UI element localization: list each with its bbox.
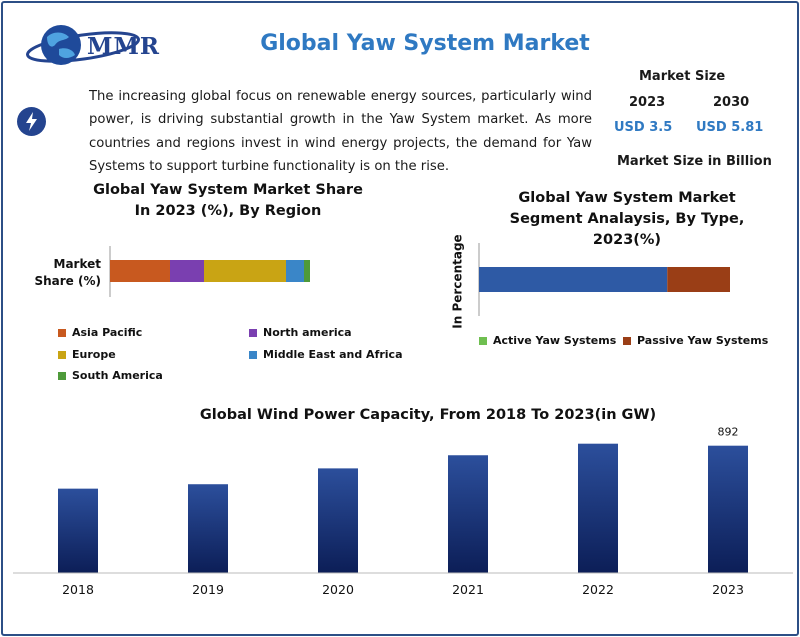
capacity-bar-2021 — [448, 455, 488, 573]
market-size-value-2023: USD 3.5 — [614, 120, 673, 135]
region-bar-segment-north-america — [170, 260, 204, 282]
mmr-logo — [26, 25, 140, 65]
legend-swatch — [249, 350, 257, 359]
legend-swatch — [249, 328, 257, 337]
legend-label: Europe — [72, 348, 116, 361]
capacity-x-tick-2023: 2023 — [712, 582, 744, 597]
legend-swatch — [58, 328, 66, 337]
capacity-x-tick-2018: 2018 — [62, 582, 94, 597]
capacity-x-tick-2019: 2019 — [192, 582, 224, 597]
capacity-bar-2023 — [708, 445, 748, 573]
legend-label: Passive Yaw Systems — [637, 334, 769, 347]
capacity-bar-2019 — [188, 484, 228, 573]
legend-swatch — [479, 336, 487, 345]
legend-label: Active Yaw Systems — [493, 334, 617, 347]
legend-swatch — [58, 371, 66, 380]
legend-label: North america — [263, 326, 352, 339]
legend-label: Asia Pacific — [72, 326, 143, 339]
legend-swatch — [58, 350, 66, 359]
region-bar-segment-south-america — [304, 260, 310, 282]
legend-label: South America — [72, 369, 163, 382]
market-size-unit: Market Size in Billion — [617, 154, 772, 169]
legend-passive-yaw: Passive Yaw Systems — [623, 334, 768, 347]
capacity-data-label-2023: 892 — [718, 426, 739, 439]
capacity-x-tick-2021: 2021 — [452, 582, 484, 597]
capacity-bar-2018 — [58, 488, 98, 573]
capacity-bar-2020 — [318, 468, 358, 573]
charts-canvas: 2018 2019 2020 2021 2022 2023 892 — [13, 243, 793, 597]
legend-north-america: North america — [249, 326, 352, 339]
region-bar-segment-middle-east-and-africa — [286, 260, 304, 282]
legend-asia-pacific: Asia Pacific — [58, 326, 142, 339]
page-title: Global Yaw System Market — [260, 31, 590, 56]
market-size-value-2030: USD 5.81 — [696, 120, 764, 135]
capacity-chart-title: Global Wind Power Capacity, From 2018 To… — [199, 407, 657, 423]
market-size-year-2030: 2030 — [713, 95, 750, 110]
region-bar-segment-asia-pacific — [110, 260, 170, 282]
legend-middle-east-africa: Middle East and Africa — [249, 348, 403, 361]
legend-south-america: South America — [58, 369, 163, 382]
capacity-bar-2022 — [578, 443, 618, 573]
type-chart-title: Global Yaw System Market Segment Analays… — [509, 190, 745, 248]
market-size-heading: Market Size — [639, 69, 726, 84]
type-bar-segment-active-yaw-systems — [479, 267, 668, 292]
region-bar-segment-europe — [204, 260, 286, 282]
legend-active-yaw: Active Yaw Systems — [479, 334, 616, 347]
lightning-bolt-icon — [17, 107, 46, 136]
type-bar-segment-passive-yaw-systems — [667, 267, 730, 292]
legend-label: Middle East and Africa — [263, 348, 403, 361]
capacity-x-tick-2022: 2022 — [582, 582, 614, 597]
capacity-x-tick-2020: 2020 — [322, 582, 354, 597]
legend-europe: Europe — [58, 348, 116, 361]
legend-swatch — [623, 336, 631, 345]
market-size-year-2023: 2023 — [629, 95, 666, 110]
region-chart-title: Global Yaw System Market Share In 2023 (… — [93, 182, 363, 219]
region-chart-ylabel: Market Share (%) — [34, 257, 101, 288]
logo-wordmark: MMR — [87, 33, 161, 60]
intro-paragraph: The increasing global focus on renewable… — [89, 89, 592, 175]
